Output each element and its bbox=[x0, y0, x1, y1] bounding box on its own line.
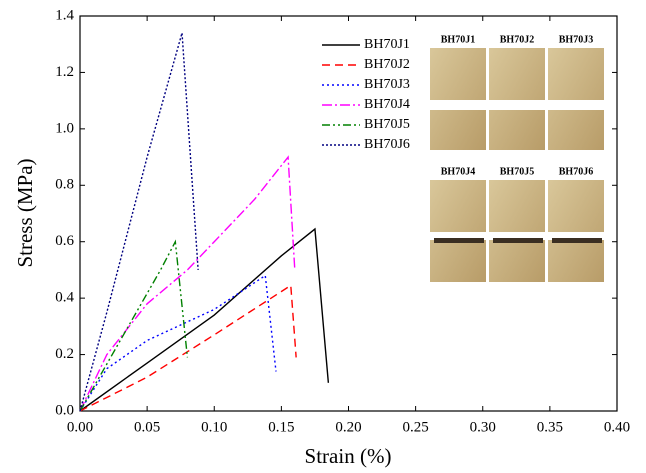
legend-text: BH70J6 bbox=[364, 137, 410, 152]
x-tick-label: 0.10 bbox=[201, 419, 227, 435]
line bbox=[79, 32, 199, 412]
x-tick-label: 0.25 bbox=[403, 419, 429, 435]
inset-label: BH70J2 bbox=[500, 34, 534, 45]
line bbox=[79, 239, 189, 412]
crack bbox=[493, 238, 543, 243]
line bbox=[79, 155, 296, 412]
y-tick-label: 0.8 bbox=[55, 177, 74, 193]
crack bbox=[552, 238, 602, 243]
photo bbox=[430, 180, 486, 282]
x-tick-label: 0.15 bbox=[268, 419, 294, 435]
inset-label: BH70J4 bbox=[441, 166, 475, 177]
y-tick-label: 0.6 bbox=[55, 233, 74, 249]
legend-text: BH70J3 bbox=[364, 77, 410, 92]
inset-label: BH70J1 bbox=[441, 34, 475, 45]
photo-gap bbox=[430, 100, 604, 110]
photo bbox=[548, 180, 604, 282]
inset-label: BH70J3 bbox=[559, 34, 593, 45]
y-tick-label: 0.0 bbox=[55, 402, 74, 418]
photo bbox=[489, 180, 545, 282]
specimen-photos bbox=[430, 48, 604, 282]
y-tick-label: 1.4 bbox=[55, 7, 74, 23]
legend-text: BH70J4 bbox=[364, 97, 410, 112]
legend-text: BH70J5 bbox=[364, 117, 410, 132]
x-tick-label: 0.30 bbox=[470, 419, 496, 435]
line bbox=[79, 284, 297, 412]
x-tick-label: 0.20 bbox=[335, 419, 361, 435]
y-tick-label: 1.0 bbox=[55, 120, 74, 136]
line bbox=[79, 274, 277, 412]
crack bbox=[434, 238, 484, 243]
photo bbox=[548, 48, 604, 150]
y-axis-label: Stress (MPa) bbox=[13, 158, 37, 267]
legend-text: BH70J2 bbox=[364, 57, 410, 72]
inset-label: BH70J6 bbox=[559, 166, 593, 177]
legend-text: BH70J1 bbox=[364, 37, 410, 52]
line bbox=[79, 227, 330, 412]
x-tick-label: 0.40 bbox=[604, 419, 630, 435]
x-tick-label: 0.05 bbox=[134, 419, 160, 435]
x-tick-label: 0.00 bbox=[67, 419, 93, 435]
photo-gap bbox=[430, 232, 604, 240]
photo bbox=[430, 48, 486, 150]
y-tick-label: 0.2 bbox=[55, 346, 74, 362]
photo bbox=[489, 48, 545, 150]
y-tick-label: 0.4 bbox=[55, 290, 74, 306]
y-tick-label: 1.2 bbox=[55, 64, 74, 80]
x-axis-label: Strain (%) bbox=[305, 444, 392, 468]
inset-label: BH70J5 bbox=[500, 166, 534, 177]
x-tick-label: 0.35 bbox=[537, 419, 563, 435]
